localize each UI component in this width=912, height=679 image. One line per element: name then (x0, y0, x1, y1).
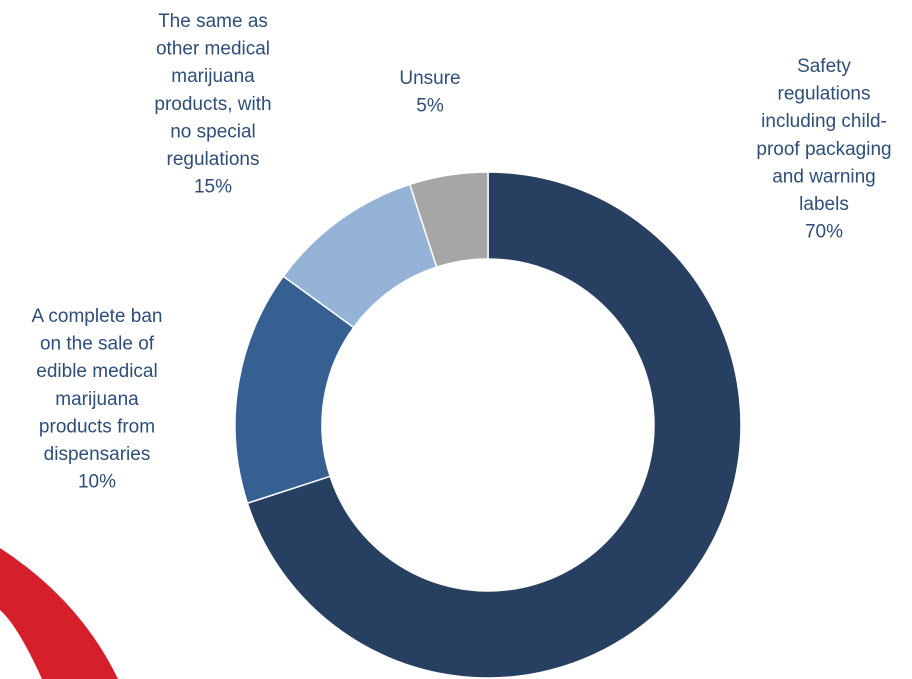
slice-label-line: Safety (797, 56, 851, 77)
slice-label-line: labels (799, 194, 849, 215)
slice-labels: Safety regulations including child-proof p… (32, 11, 892, 493)
slice-label-line: on the sale of (40, 334, 155, 355)
donut-slice-1 (246, 171, 742, 679)
slice-label-line: including child- (761, 111, 887, 132)
slice-value-label: 15% (194, 177, 232, 198)
slice-label-2: A complete ban on the sale of edible medic… (32, 306, 163, 493)
donut-slice-4 (408, 171, 489, 269)
slice-label-line: Unsure (399, 68, 460, 89)
slice-label-line: proof packaging (756, 139, 891, 160)
slice-label-line: The same as (158, 11, 268, 32)
slice-label-line: regulations (167, 149, 260, 170)
slice-label-line: marijuana (55, 389, 139, 410)
slice-label-line: A complete ban (32, 306, 163, 327)
slice-label-line: products, with (154, 94, 271, 115)
slice-label-line: no special (170, 121, 256, 142)
slice-label-4: Unsure 5% (399, 68, 460, 117)
slice-label-line: products from (39, 416, 155, 437)
slice-label-line: regulations (778, 84, 871, 105)
slice-value-label: 70% (805, 222, 843, 243)
slice-label-line: marijuana (171, 66, 255, 87)
slice-value-label: 5% (416, 96, 444, 117)
decorative-red-arc (0, 548, 118, 679)
slice-value-label: 10% (78, 472, 116, 493)
slice-label-line: other medical (156, 39, 270, 60)
slice-label-3: The same as other medical marijuana product… (154, 11, 271, 198)
donut-slices (234, 171, 742, 679)
slice-label-1: Safety regulations including child-proof p… (756, 56, 891, 243)
slice-label-line: edible medical (36, 361, 157, 382)
slice-label-line: dispensaries (44, 444, 151, 465)
slice-label-line: and warning (772, 166, 876, 187)
